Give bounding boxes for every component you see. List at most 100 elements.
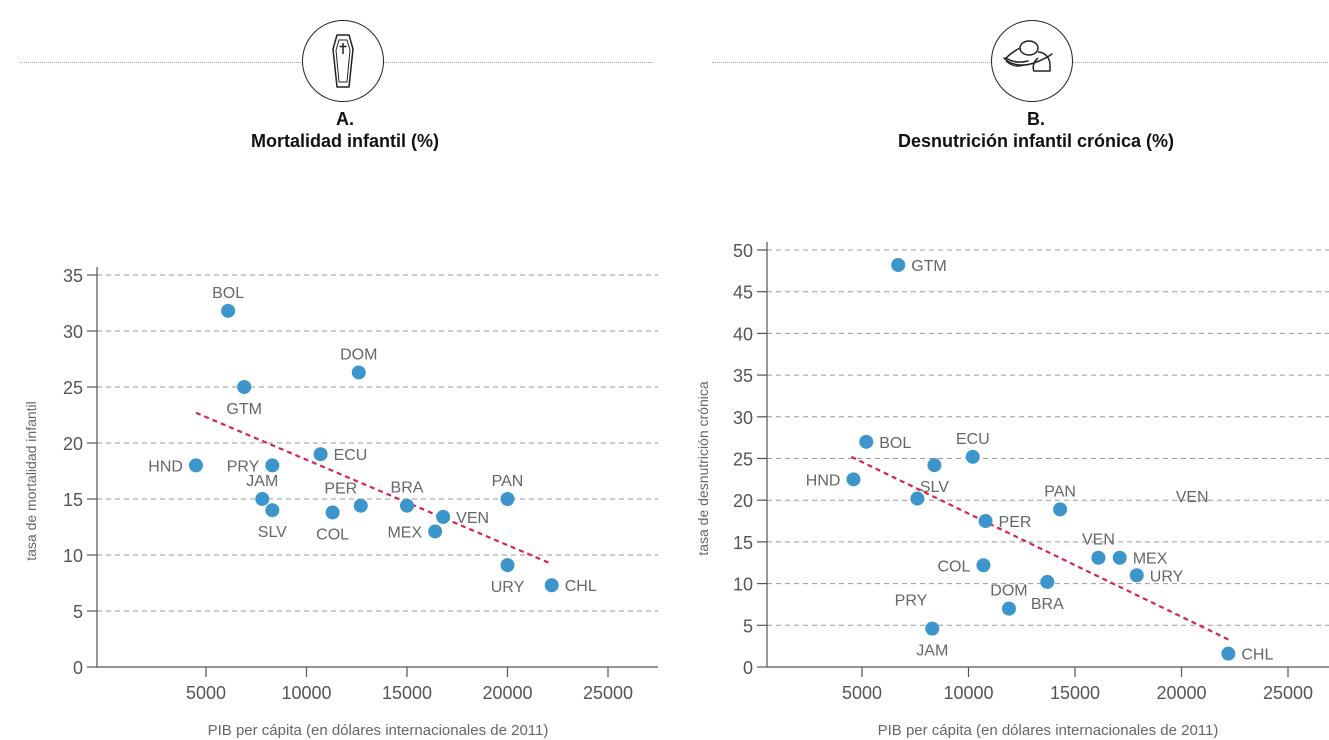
x-tick-label: 20000 [1156, 683, 1206, 703]
point-chl [1221, 646, 1236, 661]
point-slv [927, 458, 942, 473]
point-label: MEX [1133, 551, 1168, 568]
malnourished-child-icon [1003, 40, 1053, 72]
y-tick-label: 0 [73, 658, 83, 678]
point-label: JAM [916, 643, 948, 660]
point-ven [1091, 550, 1106, 565]
point-label: PER [324, 481, 357, 498]
panel-a-letter: A. [336, 109, 354, 129]
point-pry [910, 491, 925, 506]
y-tick-label: 25 [63, 378, 83, 398]
point-pan [1053, 502, 1068, 517]
panel-b-title: B. Desnutrición infantil crónica (%) [836, 108, 1236, 152]
point-label: GTM [226, 401, 262, 418]
coffin-icon [332, 34, 354, 88]
panel-b-divider-left [712, 62, 992, 63]
point-label: VEN [456, 510, 489, 527]
point-bra [1040, 574, 1055, 589]
x-tick-label: 15000 [382, 683, 432, 703]
point-label: PAN [492, 473, 524, 490]
point-label: CHL [565, 578, 597, 595]
y-tick-label: 40 [733, 324, 753, 344]
point-slv [265, 503, 280, 518]
y-tick-label: 10 [733, 575, 753, 595]
x-axis-label: PIB per cápita (en dólares internacional… [878, 722, 1219, 739]
panel-a-heading: Mortalidad infantil (%) [251, 131, 439, 151]
point-label: PRY [227, 458, 260, 475]
trend-line [850, 455, 1229, 641]
x-tick-label: 25000 [1263, 683, 1313, 703]
trend-line [195, 411, 553, 565]
point-jam [255, 492, 270, 506]
x-tick-label: 25000 [583, 683, 633, 703]
x-tick-label: 15000 [1050, 683, 1100, 703]
y-tick-label: 45 [733, 283, 753, 303]
panel-a-icon-frame [302, 20, 384, 102]
point-mex [1112, 550, 1127, 565]
point-label: PRY [895, 593, 928, 610]
point-label: URY [1150, 568, 1184, 585]
y-tick-label: 10 [63, 546, 83, 566]
panel-b-letter: B. [1027, 109, 1045, 129]
x-tick-label: 5000 [186, 683, 226, 703]
point-col [325, 505, 340, 520]
point-ecu [965, 449, 980, 464]
y-tick-label: 50 [733, 241, 753, 261]
x-tick-label: 5000 [842, 683, 882, 703]
point-label: COL [938, 558, 971, 575]
point-label: ECU [956, 431, 990, 448]
point-pry [265, 458, 280, 473]
point-label: DOM [340, 346, 377, 363]
y-tick-label: 30 [733, 408, 753, 428]
point-mex [428, 524, 443, 539]
point-dom [1001, 601, 1016, 616]
x-tick-label: 10000 [943, 683, 993, 703]
y-axis-label: tasa de desnutrición crónica [695, 381, 711, 556]
y-tick-label: 15 [63, 490, 83, 510]
point-bra [400, 498, 414, 513]
point-label: GTM [911, 258, 947, 275]
point-dom [351, 365, 366, 380]
point-label: SLV [920, 479, 949, 496]
panel-a-title: A. Mortalidad infantil (%) [145, 108, 545, 152]
panel-b-icon-frame [991, 20, 1073, 102]
x-tick-label: 20000 [482, 683, 532, 703]
y-tick-label: 20 [63, 434, 83, 454]
point-label: PER [999, 514, 1032, 531]
point-label: URY [491, 579, 525, 596]
point-label: PAN [1044, 483, 1076, 500]
y-tick-label: 20 [733, 491, 753, 511]
point-label: MEX [387, 524, 422, 541]
y-tick-label: 5 [73, 602, 83, 622]
point-label: SLV [258, 524, 287, 541]
point-label: HND [148, 458, 183, 475]
point-per [353, 498, 368, 513]
point-gtm [237, 380, 252, 394]
y-axis-label: tasa de mortalidad infantil [23, 401, 39, 561]
point-ury [500, 558, 515, 573]
point-label: ECU [334, 447, 368, 464]
y-tick-label: 0 [743, 658, 753, 678]
point-pan [500, 492, 515, 506]
x-tick-label: 10000 [281, 683, 331, 703]
point-chl [544, 578, 559, 593]
point-label: COL [316, 526, 349, 543]
point-label: CHL [1241, 647, 1273, 664]
y-tick-label: 25 [733, 450, 753, 470]
point-bol [859, 434, 874, 449]
panel-a-divider-right [383, 62, 653, 63]
point-label: JAM [246, 473, 278, 490]
point-jam [925, 621, 940, 636]
point-label: BRA [1031, 596, 1064, 613]
point-ecu [313, 447, 328, 462]
point-col [976, 558, 991, 573]
point-bol [221, 303, 236, 318]
panel-b-divider-right [1072, 62, 1329, 63]
point-hnd [846, 472, 861, 487]
point-label: BOL [212, 285, 244, 302]
point-ven [436, 509, 451, 524]
panel-a-divider-left [20, 62, 303, 63]
y-tick-label: 30 [63, 322, 83, 342]
point-hnd [188, 458, 203, 473]
